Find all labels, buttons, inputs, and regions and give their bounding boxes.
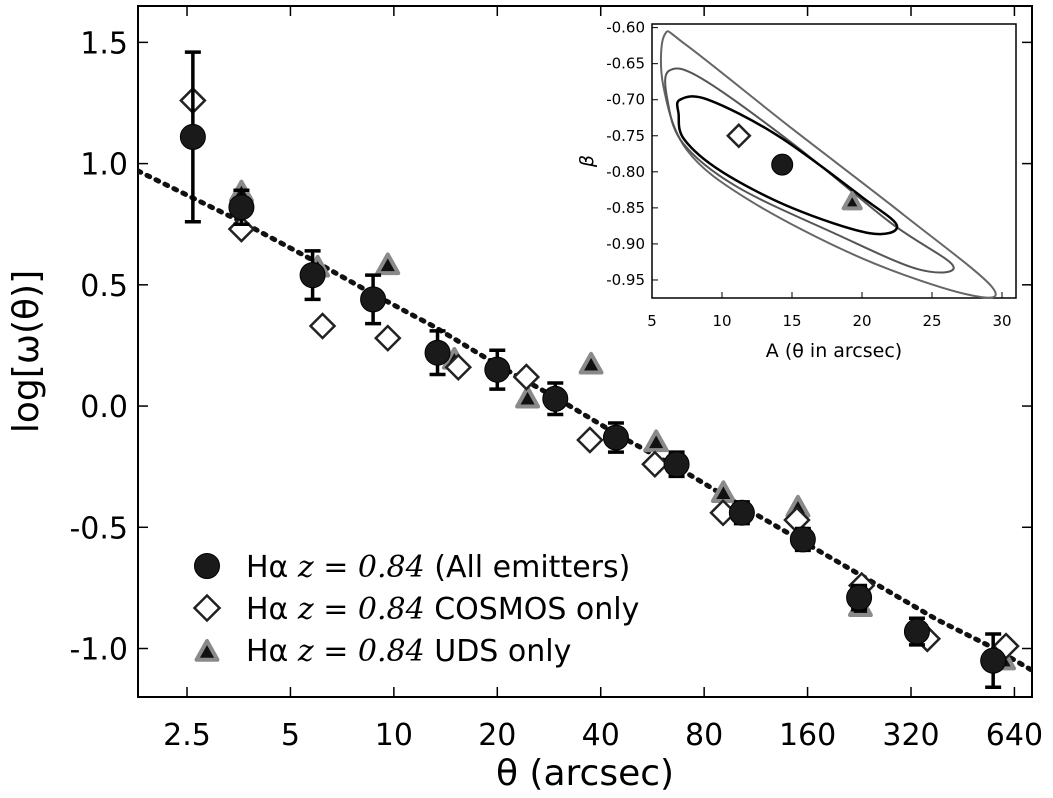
cosmos-point (308, 312, 337, 340)
inset-plot: 5 10 15 20 25 30 -0.60 -0.65 -0.70 -0.75 -0.80 -0.8… (576, 19, 1017, 362)
cosmos-point (641, 450, 669, 479)
uds-point (643, 429, 669, 453)
legend-diamond-marker (192, 593, 222, 623)
plot-content (138, 50, 1032, 690)
fit-line (138, 168, 1032, 673)
cosmos-point (444, 353, 473, 382)
inset-all-emitters-point (771, 153, 794, 176)
x-tick-label: 320 (882, 718, 939, 753)
inset-uds-point (841, 191, 863, 211)
all-emitters-point (846, 584, 873, 611)
inset-contour (675, 95, 899, 236)
inset-y-tick-label: -0.85 (606, 199, 645, 217)
y-tick-label: 1.5 (80, 26, 128, 61)
x-tick-label: 160 (779, 718, 836, 753)
inset-x-tick-label: 15 (782, 312, 801, 330)
all-emitters-point (728, 499, 755, 526)
inset-x-axis-label: A (θ in arcsec) (766, 340, 902, 362)
uds-point (578, 351, 604, 375)
all-emitters-point (228, 194, 255, 221)
legend-label: Hα z = 0.84 (All emitters) (246, 550, 630, 585)
all-emitters-point (424, 339, 451, 366)
inset-contour (659, 30, 997, 299)
y-tick-label: 1.0 (80, 148, 128, 183)
all-emitters-point (542, 385, 569, 412)
inset-y-tick-label: -0.95 (606, 271, 645, 289)
all-emitters-point (179, 123, 206, 150)
legend-label: Hα z = 0.84 UDS only (246, 634, 571, 669)
all-emitters-point (980, 647, 1007, 674)
x-tick-label: 640 (986, 718, 1043, 753)
legend: Hα z = 0.84 (All emitters) Hα z = 0.84 CO… (192, 550, 639, 669)
all-emitters-point (663, 451, 690, 478)
inset-y-tick-label: -0.60 (606, 19, 645, 37)
x-tick-label: 2.5 (163, 718, 211, 753)
x-tick-label: 20 (478, 718, 516, 753)
x-axis-label: θ (arcsec) (496, 753, 674, 794)
inset-cosmos-point (726, 122, 752, 149)
legend-circle-marker (194, 553, 220, 579)
y-tick-label: 0.0 (80, 390, 128, 425)
uds-point (375, 252, 401, 276)
inset-y-axis-label: β (576, 155, 598, 168)
inset-y-tick-label: -0.70 (606, 91, 645, 109)
cosmos-point (374, 324, 402, 352)
all-emitters-point (484, 356, 511, 383)
cosmos-point (576, 426, 604, 454)
x-tick-label: 5 (281, 718, 300, 753)
inset-y-tick-label: -0.75 (606, 127, 645, 145)
inset-y-tick-label: -0.80 (606, 163, 645, 181)
y-tick-label: 0.5 (80, 269, 128, 304)
x-tick-label: 40 (582, 718, 620, 753)
inset-contour (664, 67, 955, 274)
y-tick-label: -1.0 (69, 633, 128, 668)
inset-x-tick-label: 20 (852, 312, 871, 330)
x-tick-label: 80 (685, 718, 723, 753)
all-emitters-point (360, 286, 387, 313)
inset-x-tick-label: 10 (712, 312, 731, 330)
inset-x-tick-label: 25 (922, 312, 941, 330)
legend-triangle-marker (194, 639, 220, 662)
x-tick-label: 10 (375, 718, 413, 753)
all-emitters-point (903, 618, 930, 645)
y-axis-label: log[ω(θ)] (6, 270, 47, 433)
inset-y-tick-label: -0.90 (606, 235, 645, 253)
inset-x-tick-label: 30 (992, 312, 1011, 330)
cosmos-point (512, 363, 541, 391)
uds-point (515, 385, 541, 409)
inset-y-tick-label: -0.65 (606, 55, 645, 73)
all-emitters-point (789, 526, 816, 553)
y-tick-label: -0.5 (69, 511, 128, 546)
all-emitters-point (299, 262, 326, 289)
legend-label: Hα z = 0.84 COSMOS only (246, 592, 639, 627)
all-emitters-point (602, 424, 629, 451)
inset-x-tick-label: 5 (647, 312, 657, 330)
